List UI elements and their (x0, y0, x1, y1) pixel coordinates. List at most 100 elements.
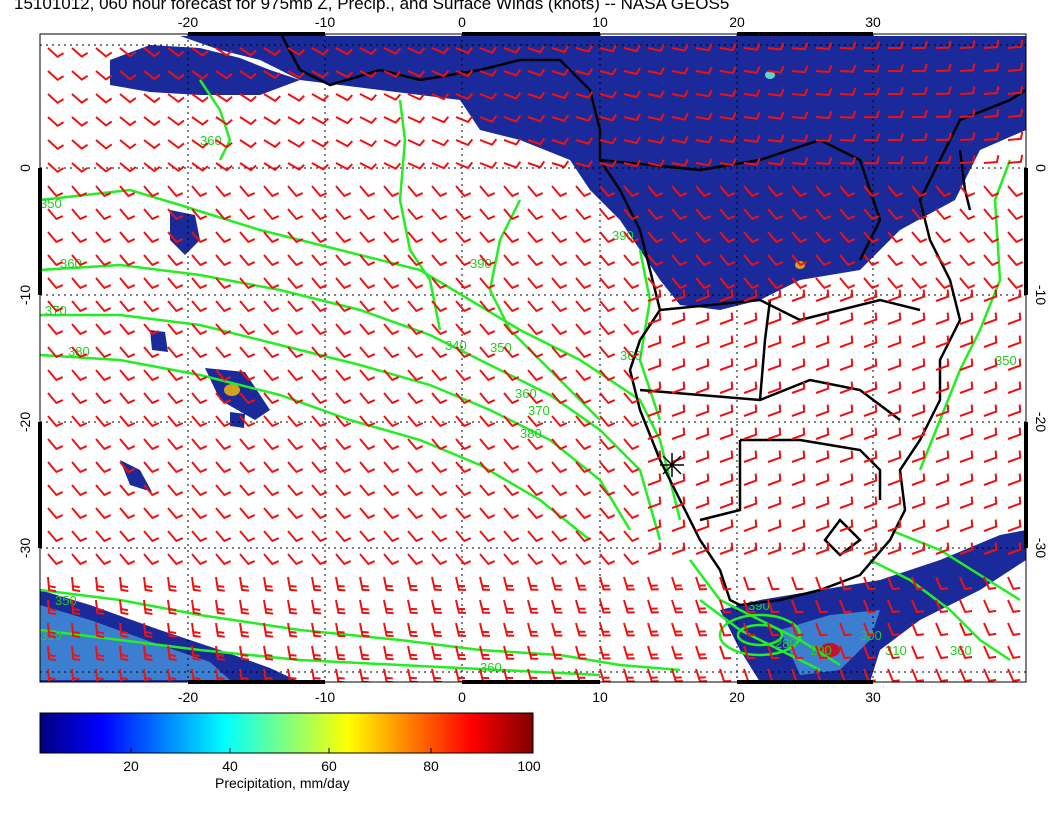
wind-barb (887, 41, 904, 50)
wind-barb (503, 208, 520, 221)
wind-barb (1007, 131, 1024, 141)
wind-barb (191, 599, 201, 615)
wind-barb (671, 43, 689, 52)
wind-barb (71, 599, 81, 616)
wind-barb (575, 114, 594, 122)
wind-barb (647, 289, 662, 302)
wind-barb (671, 599, 683, 614)
wind-barb (839, 156, 857, 165)
wind-barb (407, 47, 426, 55)
wind-barb (647, 599, 659, 614)
wind-barb (335, 346, 352, 359)
wind-barb (743, 185, 760, 198)
wind-barb (551, 91, 570, 100)
wind-barb (911, 254, 928, 267)
wind-barb (719, 599, 732, 614)
wind-barb (863, 289, 878, 302)
wind-barb (191, 116, 209, 126)
wind-barb (911, 450, 926, 463)
wind-barb (359, 553, 376, 566)
wind-barb (479, 645, 491, 660)
wind-barb (623, 231, 640, 244)
wind-barb (719, 381, 734, 394)
wind-barb (743, 358, 758, 371)
wind-barb (599, 645, 611, 660)
wind-barb (167, 346, 184, 359)
wind-barb (671, 89, 689, 98)
page-title: 15101012, 060 hour forecast for 975mb Z,… (14, 0, 730, 13)
wind-barb (551, 507, 568, 520)
wind-barb (527, 484, 544, 497)
wind-barb (215, 553, 232, 566)
wind-barb (599, 576, 611, 591)
wind-barb (431, 70, 450, 78)
wind-barb (599, 507, 616, 520)
wind-barb (239, 507, 256, 520)
wind-barb (935, 231, 952, 244)
contour-label: 340 (445, 338, 467, 353)
wind-barb (287, 507, 304, 520)
colorbar-tick-label: 20 (123, 758, 139, 774)
wind-barb (503, 46, 522, 54)
wind-barb (143, 346, 160, 359)
wind-barb (503, 438, 520, 451)
wind-barb (191, 277, 208, 290)
wind-barb (791, 496, 806, 509)
wind-barb (431, 645, 442, 661)
wind-barb (983, 542, 998, 555)
wind-barb (383, 438, 400, 451)
wind-barb (695, 112, 713, 121)
wind-barb (647, 622, 659, 637)
wind-barb (335, 93, 354, 102)
wind-barb (47, 323, 64, 336)
wind-barb (71, 484, 88, 497)
wind-barb (1007, 312, 1022, 325)
wind-barb (311, 93, 329, 102)
wind-barb (71, 47, 89, 58)
wind-barb (479, 323, 496, 336)
wind-barb (479, 161, 498, 169)
wind-barb (287, 70, 305, 79)
wind-barb (839, 335, 854, 348)
wind-barb (47, 231, 64, 244)
wind-barb (815, 496, 830, 509)
wind-barb (143, 70, 161, 81)
wind-barb (959, 86, 976, 95)
wind-barb (263, 231, 280, 244)
wind-barb (95, 277, 112, 290)
wind-barb (719, 135, 737, 144)
wind-barb (575, 137, 594, 145)
wind-barb (863, 133, 881, 142)
wind-barb (1007, 39, 1024, 49)
wind-barb (119, 346, 136, 359)
wind-barb (383, 369, 400, 382)
wind-barb (383, 484, 400, 497)
wind-barb (263, 369, 280, 382)
wind-barb (887, 289, 902, 302)
wind-barb (47, 70, 65, 82)
wind-barb (599, 323, 616, 336)
wind-barb (983, 289, 998, 302)
wind-barb (911, 542, 926, 555)
wind-barb (791, 404, 806, 417)
wind-barb (167, 185, 184, 198)
wind-barb (191, 208, 208, 221)
wind-barb (911, 335, 926, 348)
wind-barb (887, 133, 904, 142)
wind-barb (119, 277, 136, 290)
wind-barb (719, 496, 734, 509)
wind-barb (191, 530, 208, 543)
wind-barb (527, 300, 544, 313)
wind-barb (407, 507, 424, 520)
wind-barb (95, 507, 112, 520)
wind-barb (311, 622, 322, 638)
wind-barb (239, 323, 256, 336)
wind-barb (239, 599, 250, 615)
wind-barb (119, 553, 136, 566)
wind-barb (815, 576, 828, 591)
wind-barb (623, 553, 640, 566)
wind-barb (959, 668, 973, 682)
wind-barb (935, 519, 950, 532)
wind-barb (503, 138, 522, 146)
wind-barb (311, 576, 322, 592)
